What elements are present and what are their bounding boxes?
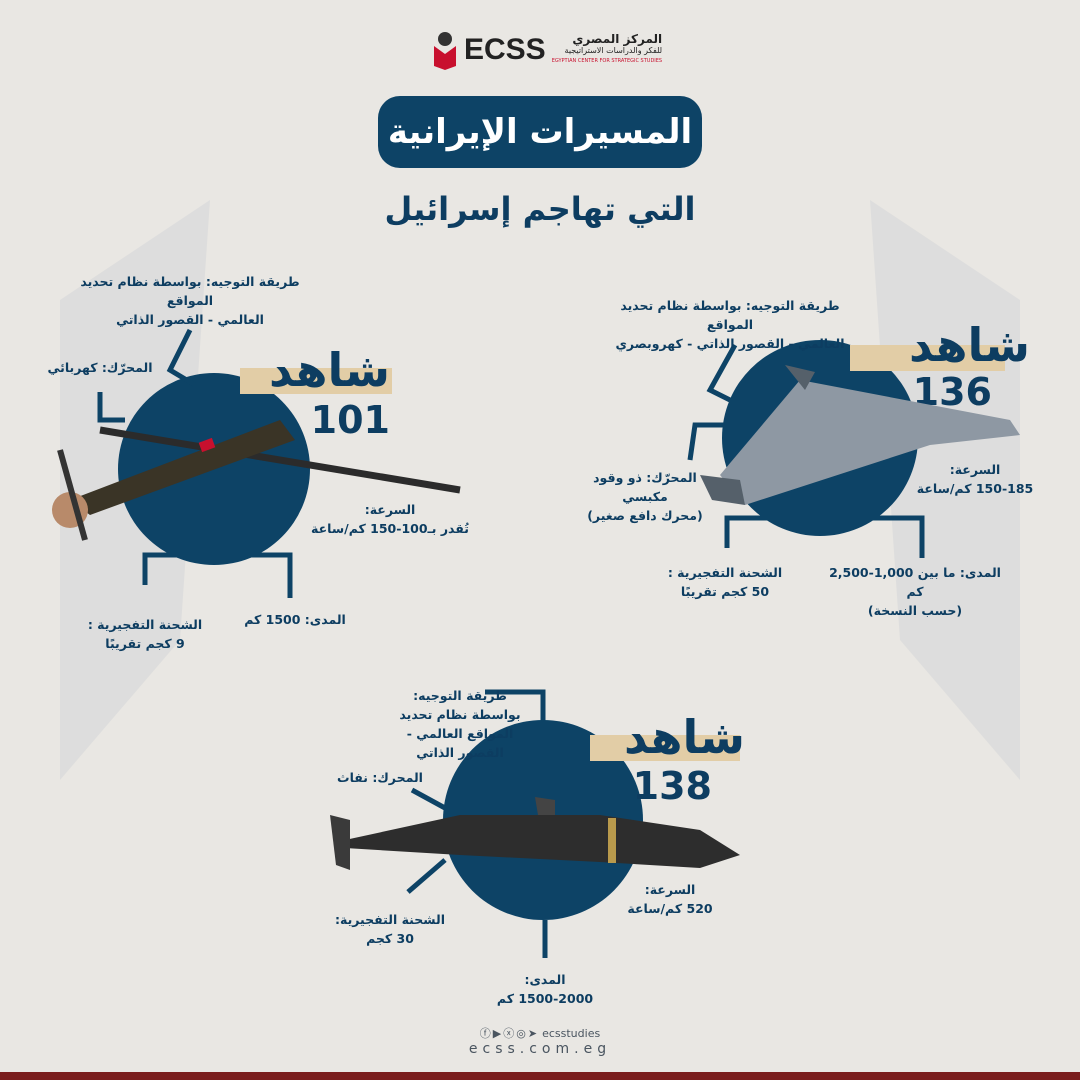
logo-abbr: ECSS (464, 33, 546, 66)
logo-name-ar-2: للفكر والدراسات الاستراتيجية (564, 45, 663, 55)
page-title: المسيرات الإيرانية (378, 96, 702, 168)
drone-model: 138 (632, 764, 712, 808)
range-text: المدى: ما بين 1,000-2,500 كم (حسب النسخة) (829, 565, 1001, 618)
x-icon[interactable]: ⓧ (503, 1027, 515, 1040)
warhead-text: الشحنة التفجيرية :9 كجم تقريبًا (87, 617, 203, 651)
guidance-text: طريقة التوجيه: بواسطة نظام تحديد المواقع … (399, 688, 521, 760)
logo: ECSS المركز المصري للفكر والدراسات الاست… (432, 30, 662, 70)
facebook-icon[interactable]: ⓕ (479, 1027, 491, 1040)
telegram-icon[interactable]: ➤ (527, 1026, 538, 1040)
drone-name: شاهد (269, 343, 390, 397)
website-link[interactable]: ecss.com.eg (468, 1041, 612, 1057)
engine-text: المحرّك: كهربائي (47, 360, 153, 375)
logo-book-globe-icon (434, 32, 456, 70)
drone-model: 136 (912, 370, 992, 414)
speed-text: السرعة: 150-185 كم/ساعة (916, 462, 1034, 496)
engine-text: المحرك: نفاث (337, 770, 423, 785)
page-subtitle: التي تهاجم إسرائيل (384, 190, 696, 228)
speed-text: السرعة: 520 كم/ساعة (627, 882, 713, 916)
speed-text: السرعة: تُقدر بـ100-150 كم/ساعة (311, 502, 469, 536)
youtube-icon[interactable]: ▶ (492, 1026, 502, 1040)
instagram-icon[interactable]: ◎ (516, 1026, 526, 1040)
drone-name: شاهد (909, 318, 1030, 372)
drone-name: شاهد (624, 710, 745, 764)
name-band (590, 735, 740, 761)
range-text: المدى: 1500 كم (244, 612, 346, 627)
footer: ⓕ ▶ ⓧ ◎ ➤ ecsstudies ecss.com.eg (440, 1025, 640, 1058)
logo-name-ar: المركز المصري (572, 31, 663, 46)
guidance-text: طريقة التوجيه: بواسطة نظام تحديد المواقع… (80, 274, 300, 327)
warhead-text: الشحنة التفجيرية: 30 كجم (335, 912, 445, 946)
engine-text: المحرّك: ذو وقود مكبسي (محرك دافع صغير) (587, 470, 703, 523)
drone-model: 101 (310, 398, 390, 442)
social-handle[interactable]: ecsstudies (542, 1026, 601, 1040)
name-band (240, 368, 392, 394)
name-band (850, 345, 1005, 371)
warhead-text: الشحنة التفجيرية :50 كجم تقريبًا (667, 565, 783, 599)
drone-circle (118, 373, 310, 565)
range-text: المدى: 1500-2000 كم (496, 972, 594, 1006)
logo-name-en: EGYPTIAN CENTER FOR STRATEGIC STUDIES (551, 57, 663, 64)
guidance-text: طريقة التوجيه: بواسطة نظام تحديد المواقع… (615, 298, 845, 351)
